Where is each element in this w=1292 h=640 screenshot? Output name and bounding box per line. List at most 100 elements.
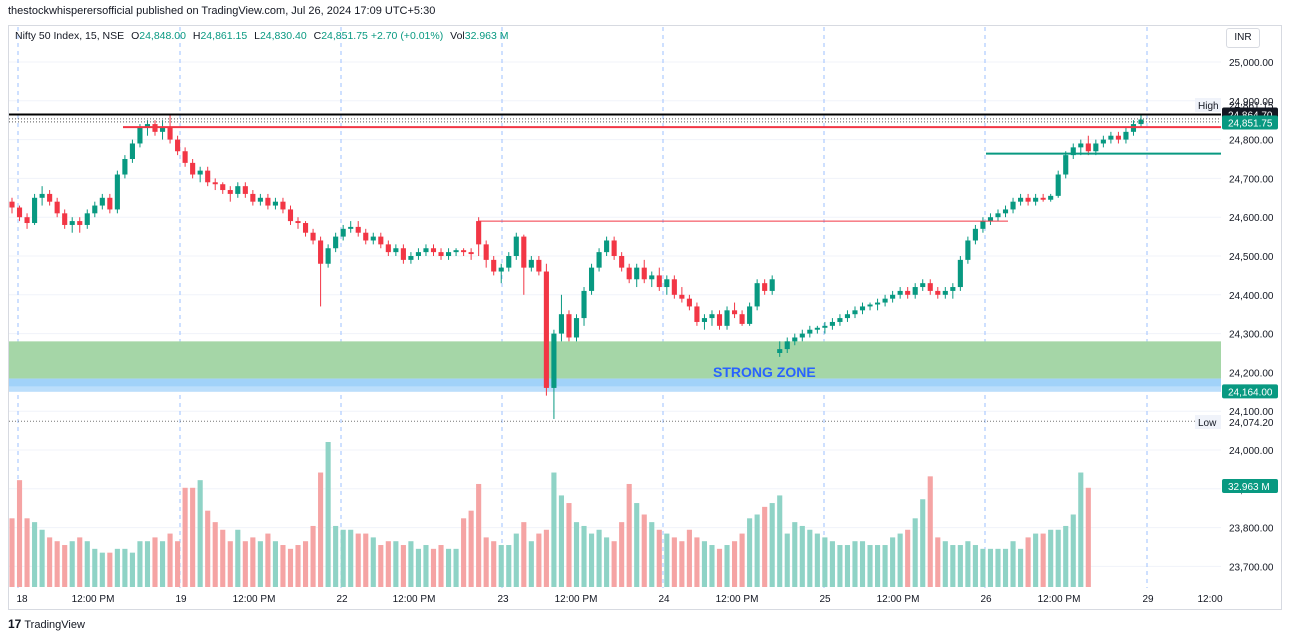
volume-bar [491, 541, 497, 587]
candle-body [107, 197, 113, 210]
candle-body [461, 250, 467, 253]
volume-bar [333, 525, 339, 587]
volume-bar [476, 483, 482, 587]
candle-body [333, 236, 339, 249]
candle-body [483, 244, 489, 260]
volume-bar [1025, 537, 1031, 587]
volume-bar [521, 522, 527, 587]
volume-bar [957, 545, 963, 587]
volume-bar [1063, 525, 1069, 587]
candle-body [852, 310, 858, 315]
candle-body [197, 170, 203, 175]
candle-body [604, 240, 610, 253]
volume-bar [325, 442, 331, 587]
candle-body [882, 298, 888, 303]
time-tick-label: 18 [16, 594, 28, 605]
volume-bar [588, 533, 595, 587]
candle-body [581, 290, 587, 319]
volume-bar [822, 537, 828, 587]
candle-body [32, 197, 38, 224]
volume-bar [1002, 548, 1009, 587]
time-axis[interactable]: 18 12:00 PM 19 12:00 PM 22 12:00 PM 23 12:00 PM… [16, 594, 1223, 605]
price-tick-label: 24,400.00 [1229, 291, 1274, 302]
volume-bar [1055, 529, 1061, 587]
volume-bar [611, 541, 617, 587]
candle-body [167, 127, 173, 140]
volume-bar [265, 533, 271, 587]
price-tick-label: 24,500.00 [1229, 252, 1274, 263]
price-tick-label: 24,800.00 [1229, 136, 1274, 147]
candle-body [159, 127, 166, 132]
price-tick-label: 24,100.00 [1229, 407, 1274, 418]
volume-bar [16, 480, 23, 587]
volume-bar [318, 472, 324, 587]
time-tick-label: 12:00 PM [1038, 594, 1081, 605]
candle-body [551, 333, 557, 388]
candle-body [468, 252, 474, 255]
volume-bar [596, 529, 602, 587]
candle-body [754, 283, 760, 307]
candle-body [476, 221, 482, 245]
candle-body [16, 207, 23, 218]
volume-bars [9, 442, 1091, 587]
volume-bar [152, 537, 158, 587]
candle-body [701, 318, 708, 322]
volume-bar [619, 522, 625, 587]
volume-bar [99, 552, 105, 587]
volume-bar [1018, 548, 1024, 587]
volume-bar [807, 529, 813, 587]
volume-label: Vol [450, 30, 465, 42]
candle-body [1055, 174, 1061, 196]
currency-button[interactable]: INR [1226, 28, 1260, 48]
volume-bar [408, 541, 414, 587]
volume-bar [144, 541, 151, 587]
candle-body [190, 162, 196, 175]
volume-bar [754, 514, 760, 587]
volume-bar [724, 545, 730, 587]
candle-body [649, 275, 655, 280]
volume-bar [897, 533, 903, 587]
close-value: 24,851.75 [321, 30, 368, 42]
time-tick-label: 19 [175, 594, 187, 605]
candle-body [995, 213, 1001, 218]
candle-body [890, 294, 896, 299]
candle-body [762, 283, 768, 291]
volume-bar [792, 522, 798, 587]
candle-body [656, 275, 662, 288]
chart-frame[interactable] [8, 25, 1282, 610]
candle-body [370, 236, 376, 241]
candle-body [1002, 209, 1009, 214]
candle-body [807, 329, 813, 334]
time-tick-label: 12:00 PM [393, 594, 436, 605]
time-tick-label: 12:00 [1197, 594, 1222, 605]
candle-body [972, 228, 978, 241]
candle-body [122, 159, 128, 175]
candle-body [242, 186, 248, 194]
candle-body [39, 193, 45, 198]
volume-bar [732, 541, 738, 587]
candle-body [641, 267, 647, 280]
candle-body [445, 252, 452, 256]
symbol-name: Nifty 50 Index, 15, NSE [15, 30, 125, 42]
volume-bar [859, 541, 866, 587]
high-value: 24,861.15 [200, 30, 248, 42]
volume-bar [799, 525, 805, 587]
candle-body [310, 232, 316, 241]
volume-bar [716, 548, 723, 587]
candle-body [205, 170, 211, 183]
volume-bar [84, 541, 90, 587]
volume-bar [536, 533, 542, 587]
candle-body [935, 290, 941, 295]
volume-bar [423, 545, 429, 587]
zone-rect [9, 341, 1221, 379]
volume-bar [634, 503, 640, 587]
volume-bar [287, 548, 294, 587]
candle-body [844, 314, 851, 319]
volume-bar [844, 545, 851, 587]
volume-bar [995, 548, 1001, 587]
candle-body [912, 287, 918, 295]
volume-bar [777, 495, 783, 587]
volume-bar [227, 541, 233, 587]
price-axis[interactable]: 25,000.00 24,900.00 24,800.00 24,700.00 24,6… [1195, 58, 1278, 573]
